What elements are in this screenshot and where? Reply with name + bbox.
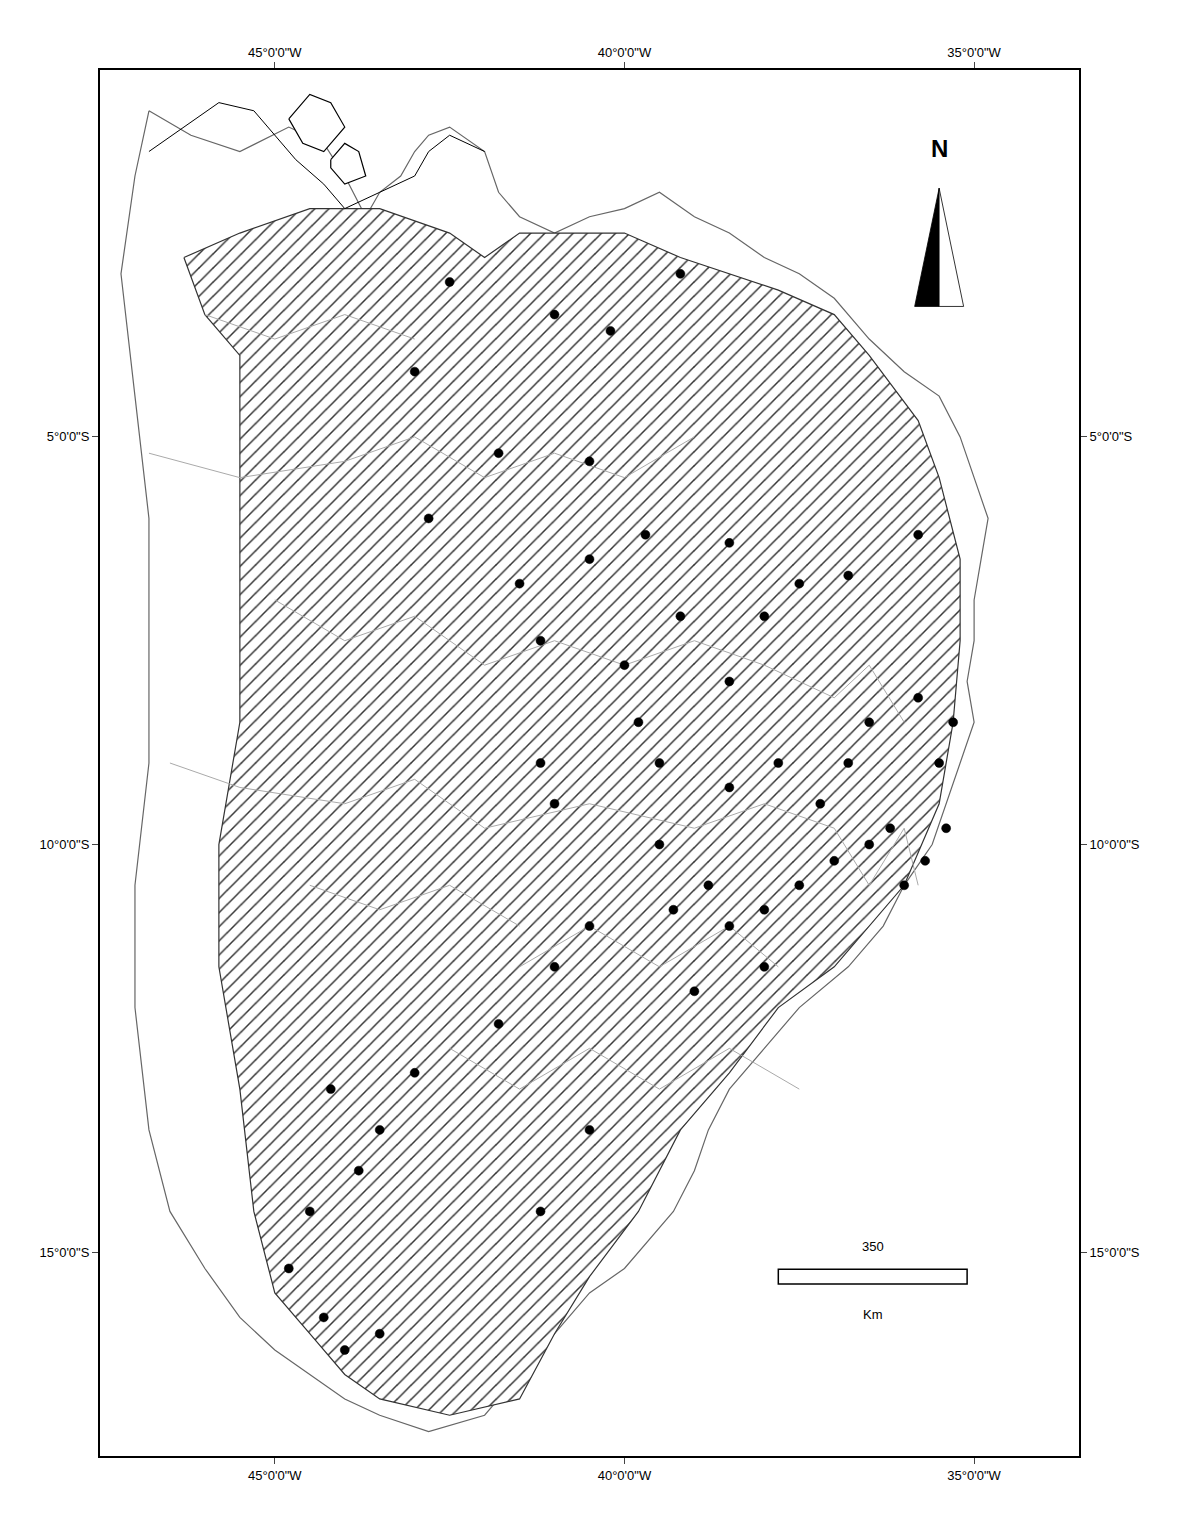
- svg-text:40°0'0"W: 40°0'0"W: [598, 45, 652, 60]
- svg-text:5°0'0"S: 5°0'0"S: [47, 429, 90, 444]
- svg-text:Km: Km: [863, 1307, 883, 1322]
- svg-text:5°0'0"S: 5°0'0"S: [1090, 429, 1133, 444]
- svg-text:10°0'0"S: 10°0'0"S: [1090, 837, 1140, 852]
- svg-text:N: N: [931, 135, 948, 162]
- svg-text:35°0'0"W: 35°0'0"W: [947, 45, 1001, 60]
- svg-text:15°0'0"S: 15°0'0"S: [1090, 1245, 1140, 1260]
- svg-text:45°0'0"W: 45°0'0"W: [248, 1468, 302, 1483]
- svg-text:15°0'0"S: 15°0'0"S: [40, 1245, 90, 1260]
- svg-text:10°0'0"S: 10°0'0"S: [40, 837, 90, 852]
- svg-text:45°0'0"W: 45°0'0"W: [248, 45, 302, 60]
- svg-text:35°0'0"W: 35°0'0"W: [947, 1468, 1001, 1483]
- svg-text:350: 350: [862, 1239, 884, 1254]
- svg-text:40°0'0"W: 40°0'0"W: [598, 1468, 652, 1483]
